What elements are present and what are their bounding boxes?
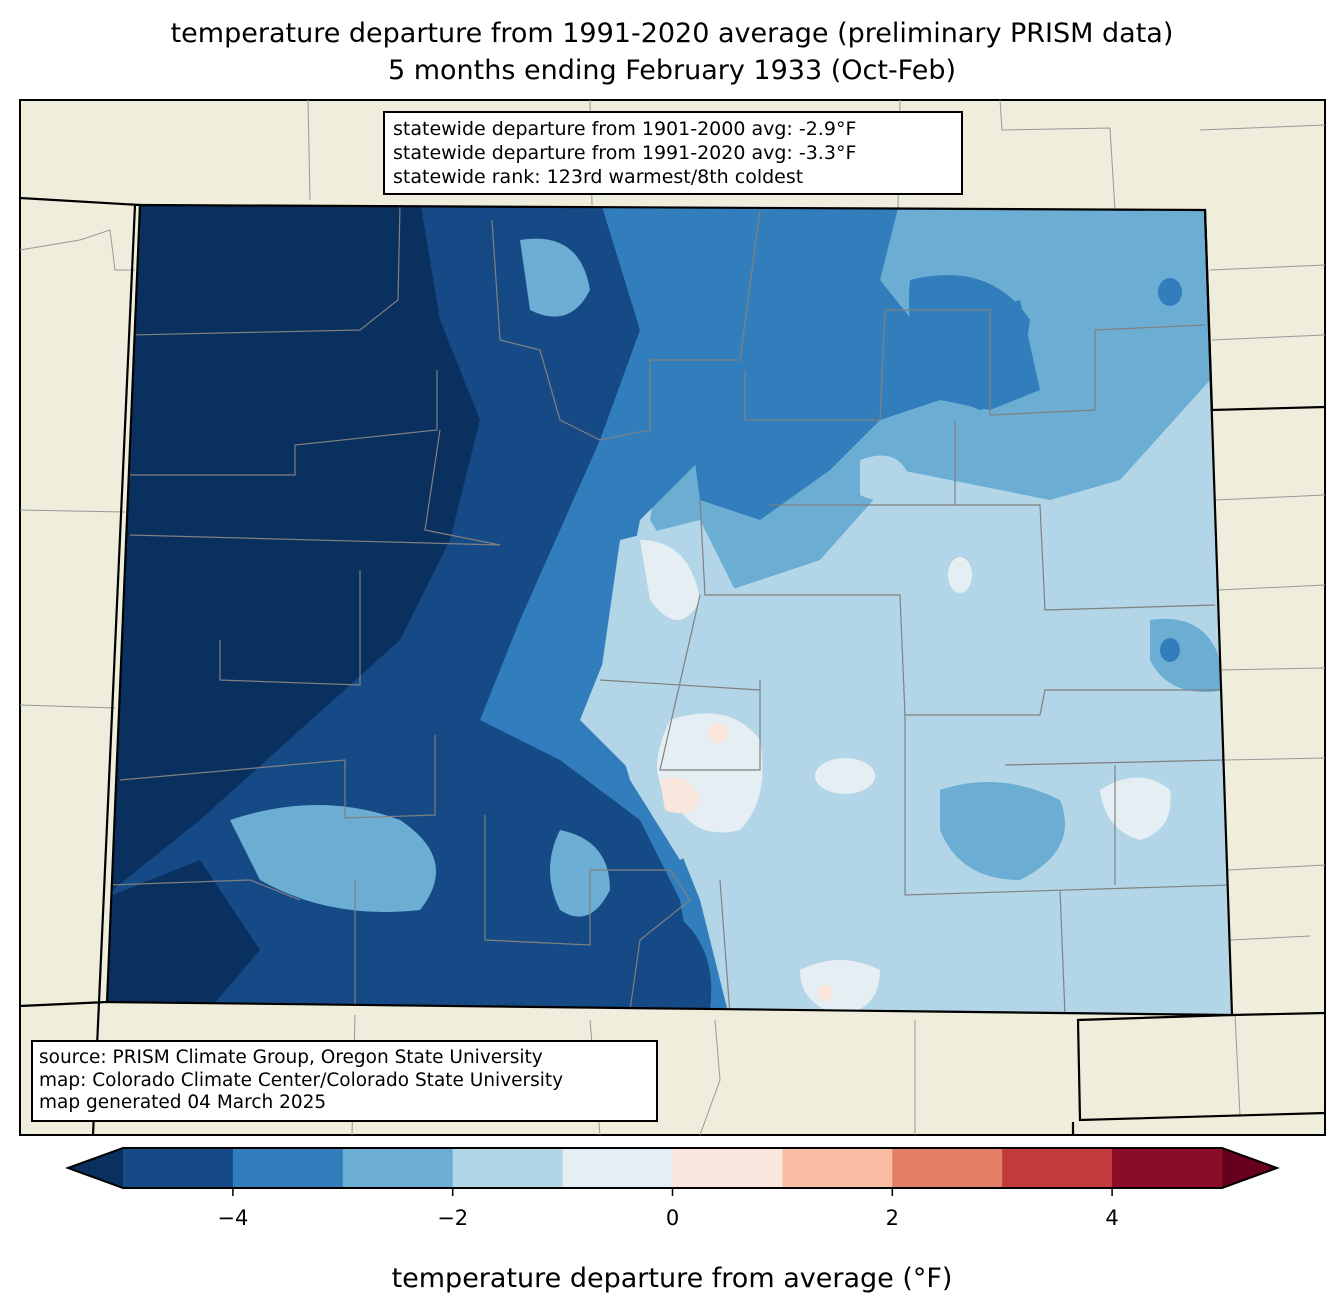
generated-date-line: map generated 04 March 2025 [39,1092,327,1113]
colorbar-bin [892,1148,1003,1188]
colorbar-bin [342,1148,454,1188]
map-title-line2: 5 months ending February 1933 (Oct-Feb) [387,55,957,86]
source-line: source: PRISM Climate Group, Oregon Stat… [39,1047,543,1068]
stat-departure-1901-2000: statewide departure from 1901-2000 avg: … [393,118,857,140]
stat-departure-1991-2020: statewide departure from 1991-2020 avg: … [393,142,857,164]
statewide-stats-box: statewide departure from 1901-2000 avg: … [383,111,963,195]
colorbar-bin [232,1148,344,1188]
colorbar-tick-label: −2 [437,1206,469,1230]
colorbar [65,1147,1280,1196]
colorbar-bin [672,1148,783,1188]
colorbar-bin [782,1148,893,1188]
stat-rank: statewide rank: 123rd warmest/8th coldes… [393,166,804,188]
county-lines [109,205,1231,1015]
colorbar-tick-label: 4 [1105,1206,1119,1230]
colorbar-bin [452,1148,564,1188]
colorbar-outline [65,1147,1280,1189]
colorbar-over-extension [1222,1148,1277,1188]
colorbar-tick-label: 2 [885,1206,899,1230]
temperature-contours [107,205,1232,1015]
colorbar-tick-label: −4 [217,1206,249,1230]
state-borders [19,196,1326,1136]
map-title-line1: temperature departure from 1991-2020 ave… [170,18,1174,49]
colorbar-under-extension [68,1148,123,1188]
colorbar-bin [123,1148,234,1188]
source-box: source: PRISM Climate Group, Oregon Stat… [31,1040,658,1122]
colorbar-bin [1112,1148,1223,1188]
colorbar-tick-label: 0 [665,1206,680,1230]
colorbar-label: temperature departure from average (°F) [391,1263,953,1294]
colorbar-bin [1002,1148,1113,1188]
map-credit-line: map: Colorado Climate Center/Colorado St… [39,1069,564,1091]
colorbar-bin [562,1148,673,1188]
